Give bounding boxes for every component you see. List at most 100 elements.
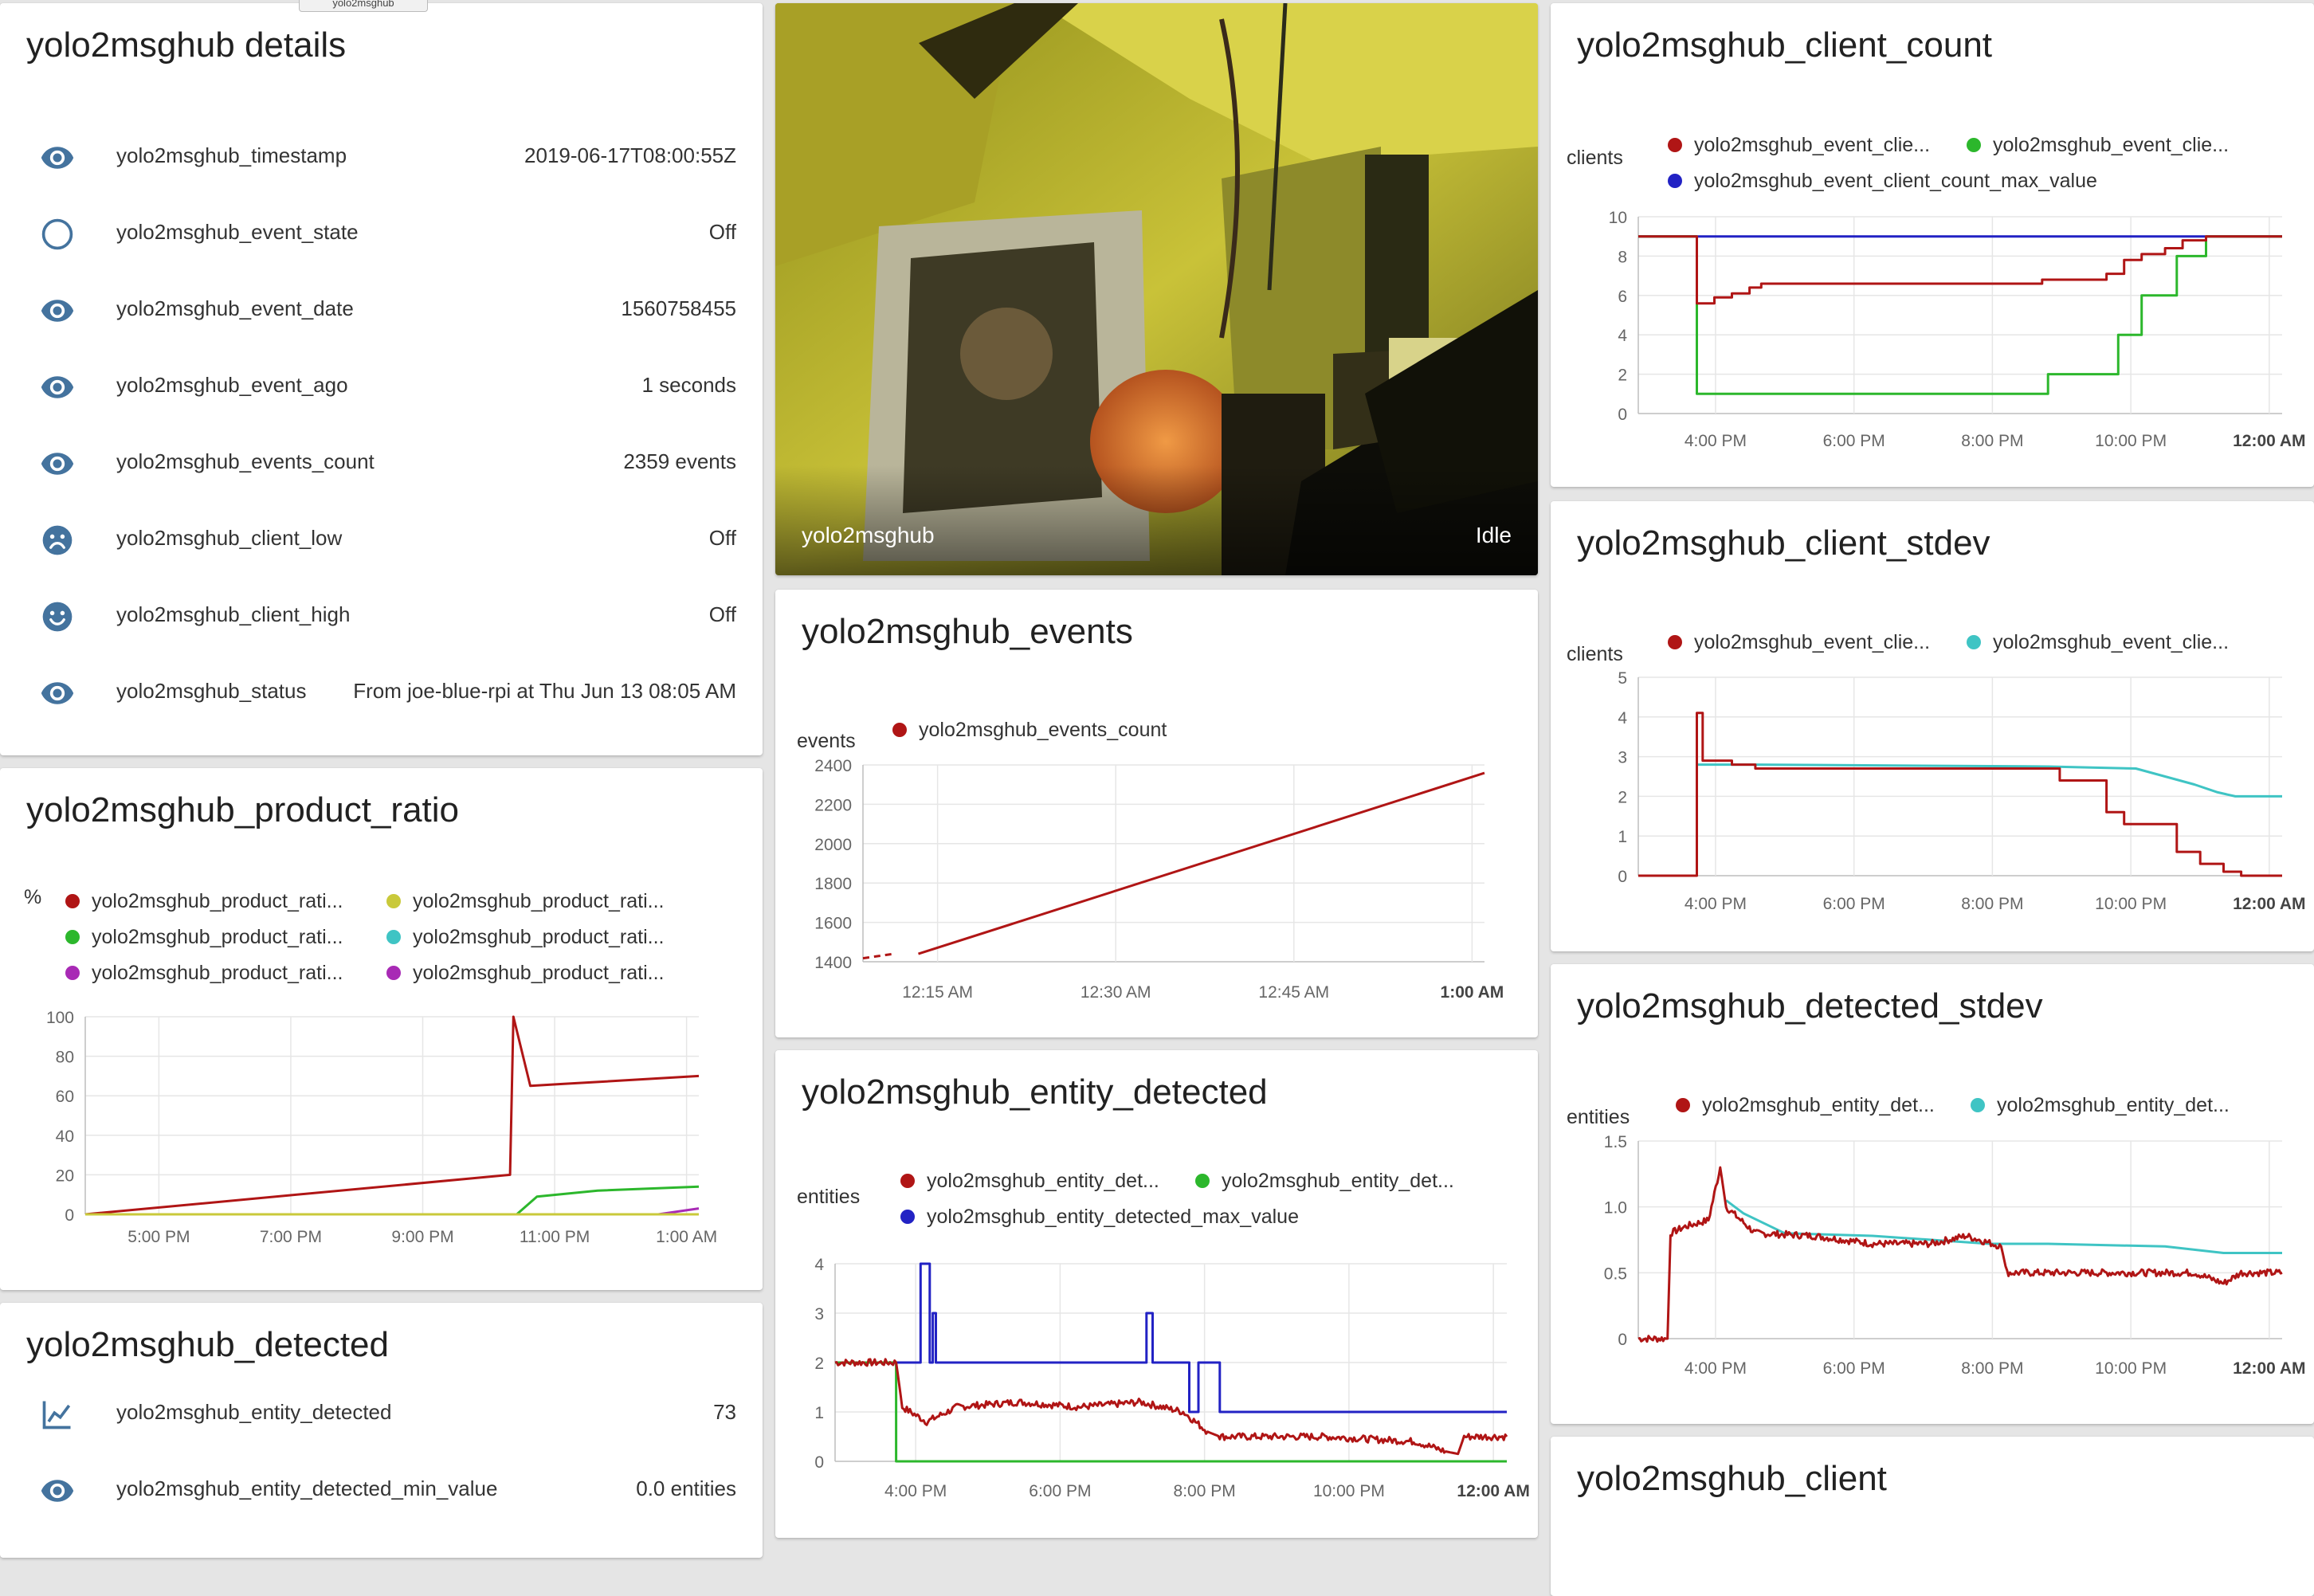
legend-item[interactable]: yolo2msghub_product_rati...	[413, 890, 664, 912]
x-tick-label: 12:00 AM	[2233, 432, 2305, 450]
series-line[interactable]	[1696, 763, 2283, 798]
y-tick-label: 80	[56, 1049, 74, 1067]
series-line[interactable]	[1638, 235, 2282, 305]
x-tick-label: 1:00 AM	[1441, 983, 1504, 1002]
card-title: yolo2msghub_client	[1577, 1459, 1887, 1498]
entity-label: yolo2msghub_entity_detected	[116, 1400, 392, 1424]
x-tick-label: 4:00 PM	[884, 1482, 947, 1500]
entity-value: 73	[713, 1400, 736, 1424]
y-tick-label: 4	[1618, 709, 1627, 727]
legend-item[interactable]: yolo2msghub_product_rati...	[92, 890, 343, 912]
happy-face-icon	[40, 599, 75, 634]
legend-swatch	[1967, 635, 1981, 649]
x-tick-label: 8:00 PM	[1961, 432, 2023, 450]
y-tick-label: 60	[56, 1088, 74, 1106]
series-line[interactable]	[85, 1185, 700, 1216]
client-card: yolo2msghub_client	[1551, 1437, 2314, 1596]
entity-row[interactable]: yolo2msghub_event_date 1560758455	[0, 273, 763, 349]
entity-row[interactable]: yolo2msghub_status From joe-blue-rpi at T…	[0, 655, 763, 731]
legend-item[interactable]: yolo2msghub_entity_det...	[927, 1170, 1159, 1192]
x-tick-label: 4:00 PM	[1685, 1359, 1747, 1378]
entity-value: Off	[708, 602, 736, 626]
series-line[interactable]	[862, 952, 894, 960]
legend-item[interactable]: yolo2msghub_event_clie...	[1694, 134, 1930, 156]
legend-item[interactable]: yolo2msghub_event_clie...	[1694, 631, 1930, 653]
y-tick-label: 10	[1609, 209, 1627, 227]
legend-swatch	[65, 930, 80, 944]
entity-row[interactable]: yolo2msghub_client_high Off	[0, 578, 763, 655]
eye-icon	[40, 1473, 75, 1508]
eye-icon	[40, 293, 75, 328]
y-tick-label: 5	[1618, 669, 1627, 688]
series-line[interactable]	[835, 1262, 1507, 1414]
card-title: yolo2msghub_detected_stdev	[1577, 986, 2043, 1025]
detected-card: yolo2msghub_detected yolo2msghub_entity_…	[0, 1303, 763, 1558]
entity-row[interactable]: yolo2msghub_entity_detected_min_value 0.0…	[0, 1453, 763, 1529]
legend-swatch	[900, 1174, 915, 1188]
entity-detected-chart[interactable]: entities yolo2msghub_entity_det... yolo2ms…	[775, 1050, 1538, 1538]
details-card: yolo2msghub details yolo2msghub_timestam…	[0, 3, 763, 755]
entity-value: 2019-06-17T08:00:55Z	[524, 143, 736, 167]
y-tick-label: 1	[1618, 828, 1627, 846]
x-tick-label: 10:00 PM	[1313, 1482, 1385, 1500]
y-tick-label: 4	[1618, 327, 1627, 345]
legend-swatch	[892, 723, 907, 737]
legend-item[interactable]: yolo2msghub_entity_det...	[1997, 1094, 2230, 1116]
series-line[interactable]	[834, 1358, 1508, 1456]
y-tick-label: 0	[1618, 1331, 1627, 1349]
card-title: yolo2msghub_entity_detected	[802, 1072, 1268, 1112]
legend-swatch	[1668, 174, 1682, 188]
y-tick-label: 4	[814, 1256, 824, 1274]
camera-card[interactable]: yolo2msghub Idle	[775, 3, 1538, 575]
legend-item[interactable]: yolo2msghub_event_clie...	[1993, 134, 2229, 156]
y-tick-label: 0	[65, 1206, 74, 1225]
camera-name: yolo2msghub	[802, 523, 935, 547]
entity-row[interactable]: yolo2msghub_entity_detected 73	[0, 1376, 763, 1453]
client-count-card: yolo2msghub_client_count clients yolo2msg…	[1551, 3, 2314, 487]
legend-swatch	[1676, 1098, 1690, 1112]
legend-item[interactable]: yolo2msghub_product_rati...	[92, 926, 343, 948]
legend-swatch	[386, 894, 401, 908]
series-line[interactable]	[1638, 235, 2282, 395]
legend-item[interactable]: yolo2msghub_event_clie...	[1993, 631, 2229, 653]
x-tick-label: 12:45 AM	[1258, 983, 1329, 1002]
entity-label: yolo2msghub_event_ago	[116, 373, 348, 397]
camera-image[interactable]	[775, 3, 1538, 575]
entity-value: Off	[708, 526, 736, 550]
series-line[interactable]	[835, 1361, 1507, 1463]
legend-item[interactable]: yolo2msghub_entity_detected_max_value	[927, 1206, 1299, 1228]
x-tick-label: 4:00 PM	[1685, 895, 1747, 913]
series-line[interactable]	[1637, 1166, 2283, 1343]
card-title: yolo2msghub_client_count	[1577, 25, 1993, 65]
series-line[interactable]	[84, 1015, 700, 1216]
entity-row[interactable]: yolo2msghub_client_low Off	[0, 502, 763, 578]
series-line[interactable]	[918, 771, 1485, 955]
x-tick-label: 10:00 PM	[2095, 432, 2167, 450]
entity-label: yolo2msghub_events_count	[116, 449, 375, 473]
entity-label: yolo2msghub_event_date	[116, 296, 354, 320]
x-tick-label: 5:00 PM	[127, 1228, 190, 1246]
legend-item[interactable]: yolo2msghub_product_rati...	[92, 962, 343, 984]
series-line[interactable]	[1725, 1199, 2282, 1254]
series-line[interactable]	[1638, 712, 2282, 877]
entity-row[interactable]: yolo2msghub_timestamp 2019-06-17T08:00:55…	[0, 120, 763, 196]
y-tick-label: 0.5	[1604, 1265, 1627, 1283]
legend-item[interactable]: yolo2msghub_product_rati...	[413, 926, 664, 948]
legend-item[interactable]: yolo2msghub_entity_det...	[1702, 1094, 1935, 1116]
x-tick-label: 10:00 PM	[2095, 895, 2167, 913]
legend-item[interactable]: yolo2msghub_events_count	[919, 719, 1167, 741]
legend-item[interactable]: yolo2msghub_event_client_count_max_value	[1694, 170, 2097, 192]
legend-item[interactable]: yolo2msghub_product_rati...	[413, 962, 664, 984]
y-tick-label: 20	[56, 1167, 74, 1185]
events-chart[interactable]: events yolo2msghub_events_count 1400 1600 18…	[775, 590, 1538, 1037]
entity-row[interactable]: yolo2msghub_event_state Off	[0, 196, 763, 273]
circle-outline-icon	[40, 217, 75, 252]
entity-row[interactable]: yolo2msghub_event_ago 1 seconds	[0, 349, 763, 425]
entity-row[interactable]: yolo2msghub_events_count 2359 events	[0, 425, 763, 502]
y-unit-label: entities	[797, 1186, 860, 1208]
product-ratio-chart[interactable]: % yolo2msghub_product_rati... yolo2msghub_…	[0, 768, 763, 1290]
legend-item[interactable]: yolo2msghub_entity_det...	[1222, 1170, 1454, 1192]
